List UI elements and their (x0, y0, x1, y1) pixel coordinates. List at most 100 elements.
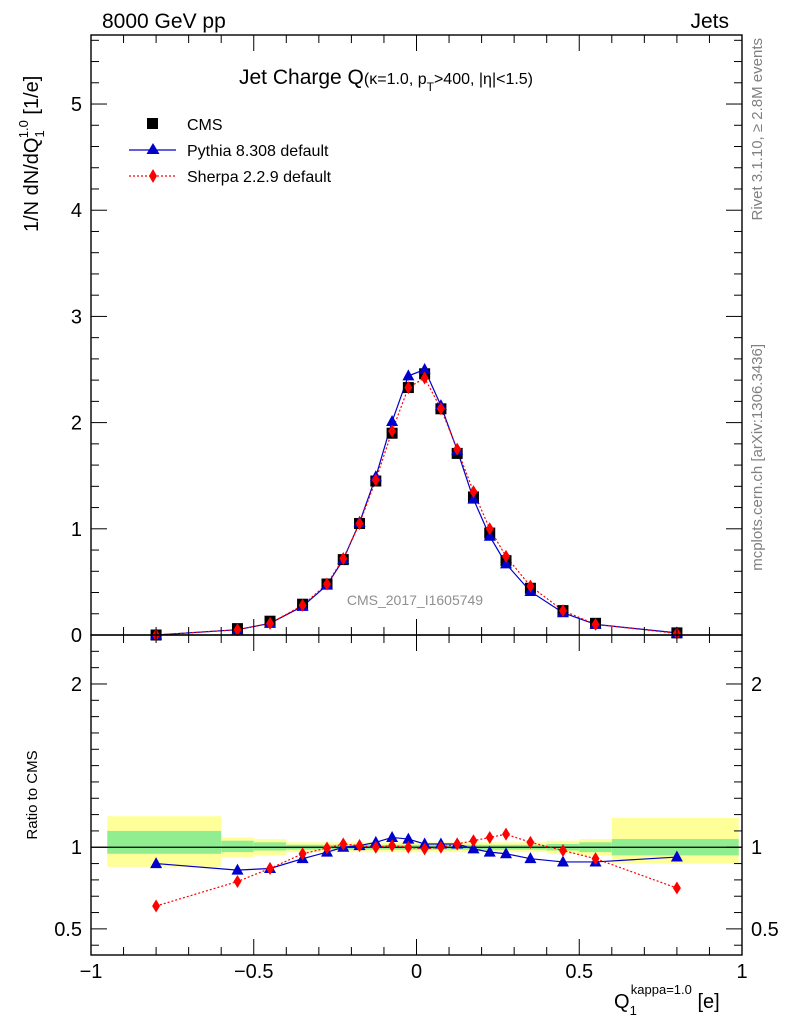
data-point-diamond (436, 402, 445, 416)
ratio-point-triangle (483, 845, 496, 857)
data-point-diamond (453, 442, 462, 456)
legend-label-cms: CMS (187, 117, 223, 134)
plot-title-sub-tail: >400, |η|<1.5) (434, 71, 533, 88)
data-point-diamond (266, 616, 275, 630)
legend-marker-diamond (149, 169, 157, 183)
ratio-point-diamond (469, 834, 478, 848)
ratio-point-triangle (150, 857, 163, 869)
ratio-point-diamond (298, 847, 307, 861)
data-point-diamond (558, 604, 567, 618)
ratio-point-diamond (404, 840, 413, 854)
plot-title-sub: (κ=1.0, p (364, 71, 427, 88)
data-point-diamond (371, 473, 380, 487)
ratio-point-triangle (500, 847, 513, 859)
ratio-point-diamond (233, 875, 242, 889)
x-tick-label: −1 (80, 961, 103, 983)
header-right: Jets (690, 10, 729, 33)
data-point-diamond (591, 617, 600, 631)
legend-item-sherpa: Sherpa 2.2.9 default (129, 169, 332, 186)
legend-label-pythia: Pythia 8.308 default (187, 143, 329, 160)
plot-title-main: Jet Charge Q (239, 66, 364, 89)
data-point-diamond (298, 598, 307, 612)
data-point-diamond (322, 577, 331, 591)
ratio-point-diamond (371, 840, 380, 854)
header-left: 8000 GeV pp (102, 10, 226, 33)
x-label-sup: kappa=1.0 (631, 982, 692, 997)
legend-label-sherpa: Sherpa 2.2.9 default (187, 169, 332, 186)
ratio-point-diamond (453, 837, 462, 851)
data-point-diamond (404, 381, 413, 395)
top-y-label-main: 1/N dN/dQ (21, 138, 43, 232)
ratio-point-triangle (670, 850, 683, 862)
data-point-triangle (386, 415, 399, 427)
top-y-label-unit: [1/e] (21, 76, 43, 120)
data-point-diamond (355, 516, 364, 530)
data-point-diamond (339, 552, 348, 566)
top-y-tick-label: 2 (71, 413, 82, 435)
data-point-triangle (418, 363, 431, 375)
top-y-tick-label: 4 (71, 200, 82, 222)
bottom-y-tick-label-right: 0.5 (751, 919, 779, 941)
legend: CMS Pythia 8.308 default Sherpa 2.2.9 de… (129, 117, 332, 186)
bottom-panel-axes: −1 −0.5 0 0.5 10.5 0.51 12 2 (54, 635, 779, 983)
data-point-triangle (402, 369, 415, 381)
ratio-point-triangle (402, 832, 415, 844)
ratio-band-inner (107, 830, 222, 854)
ratio-point-diamond (152, 899, 161, 913)
ratio-y-axis-label: Ratio to CMS (24, 750, 41, 839)
ratio-point-diamond (355, 839, 364, 853)
side-label-mcplots: mcplots.cern.ch [arXiv:1306.3436] (749, 344, 766, 571)
data-point-diamond (485, 522, 494, 536)
top-y-label-sup: 1.0 (16, 120, 31, 138)
ratio-point-triangle (467, 842, 480, 854)
x-tick-label: 0 (411, 961, 422, 983)
x-tick-label: 0.5 (565, 961, 593, 983)
ratio-band-inner (253, 842, 287, 851)
ratio-point-diamond (388, 839, 397, 853)
data-point-diamond (502, 549, 511, 563)
ratio-point-triangle (231, 863, 244, 875)
ratio-point-diamond (591, 852, 600, 866)
ratio-point-diamond (420, 842, 429, 856)
bottom-y-tick-label-right: 2 (751, 674, 762, 696)
ratio-point-triangle (556, 855, 569, 867)
legend-item-cms: CMS (147, 117, 223, 134)
ratio-point-triangle (386, 830, 399, 842)
ratio-line-triangle (156, 836, 677, 871)
data-point-diamond (420, 371, 429, 385)
ratio-band-inner (221, 840, 254, 853)
bottom-y-tick-label: 2 (71, 674, 82, 696)
ratio-point-diamond (266, 861, 275, 875)
x-tick-label: 1 (736, 961, 747, 983)
legend-item-pythia: Pythia 8.308 default (129, 143, 329, 160)
ratio-point-diamond (558, 844, 567, 858)
analysis-watermark: CMS_2017_I1605749 (347, 592, 483, 608)
bottom-y-tick-label-right: 1 (751, 837, 762, 859)
x-axis-label: Q1 kappa=1.0 [e] (614, 982, 720, 1018)
x-label-main: Q (614, 991, 630, 1013)
top-panel-axes: 0 1 2 3 4 5 (71, 35, 743, 647)
plot-title: Jet Charge Q(κ=1.0, pT>400, |η|<1.5) (239, 66, 533, 94)
top-y-axis-label: 1/N dN/dQ11.0 [1/e] (16, 76, 47, 232)
ratio-point-diamond (322, 841, 331, 855)
data-point-diamond (526, 579, 535, 593)
side-label-rivet: Rivet 3.1.10, ≥ 2.8M events (749, 38, 766, 221)
plot-title-sub-sub: T (427, 80, 435, 94)
ratio-point-diamond (672, 881, 681, 895)
data-point-diamond (233, 623, 242, 637)
data-point-diamond (469, 485, 478, 499)
ratio-point-diamond (485, 830, 494, 844)
ratio-point-diamond (502, 827, 511, 841)
top-y-tick-label: 5 (71, 94, 82, 116)
legend-marker-triangle (146, 143, 160, 154)
bottom-panel-data (150, 827, 683, 913)
top-y-tick-label: 0 (71, 625, 82, 647)
bottom-y-tick-label: 1 (71, 837, 82, 859)
x-label-sub: 1 (630, 1003, 637, 1018)
legend-marker-square (147, 118, 158, 129)
top-y-tick-label: 3 (71, 306, 82, 328)
bottom-y-tick-label: 0.5 (54, 919, 82, 941)
ratio-point-triangle (524, 852, 537, 864)
